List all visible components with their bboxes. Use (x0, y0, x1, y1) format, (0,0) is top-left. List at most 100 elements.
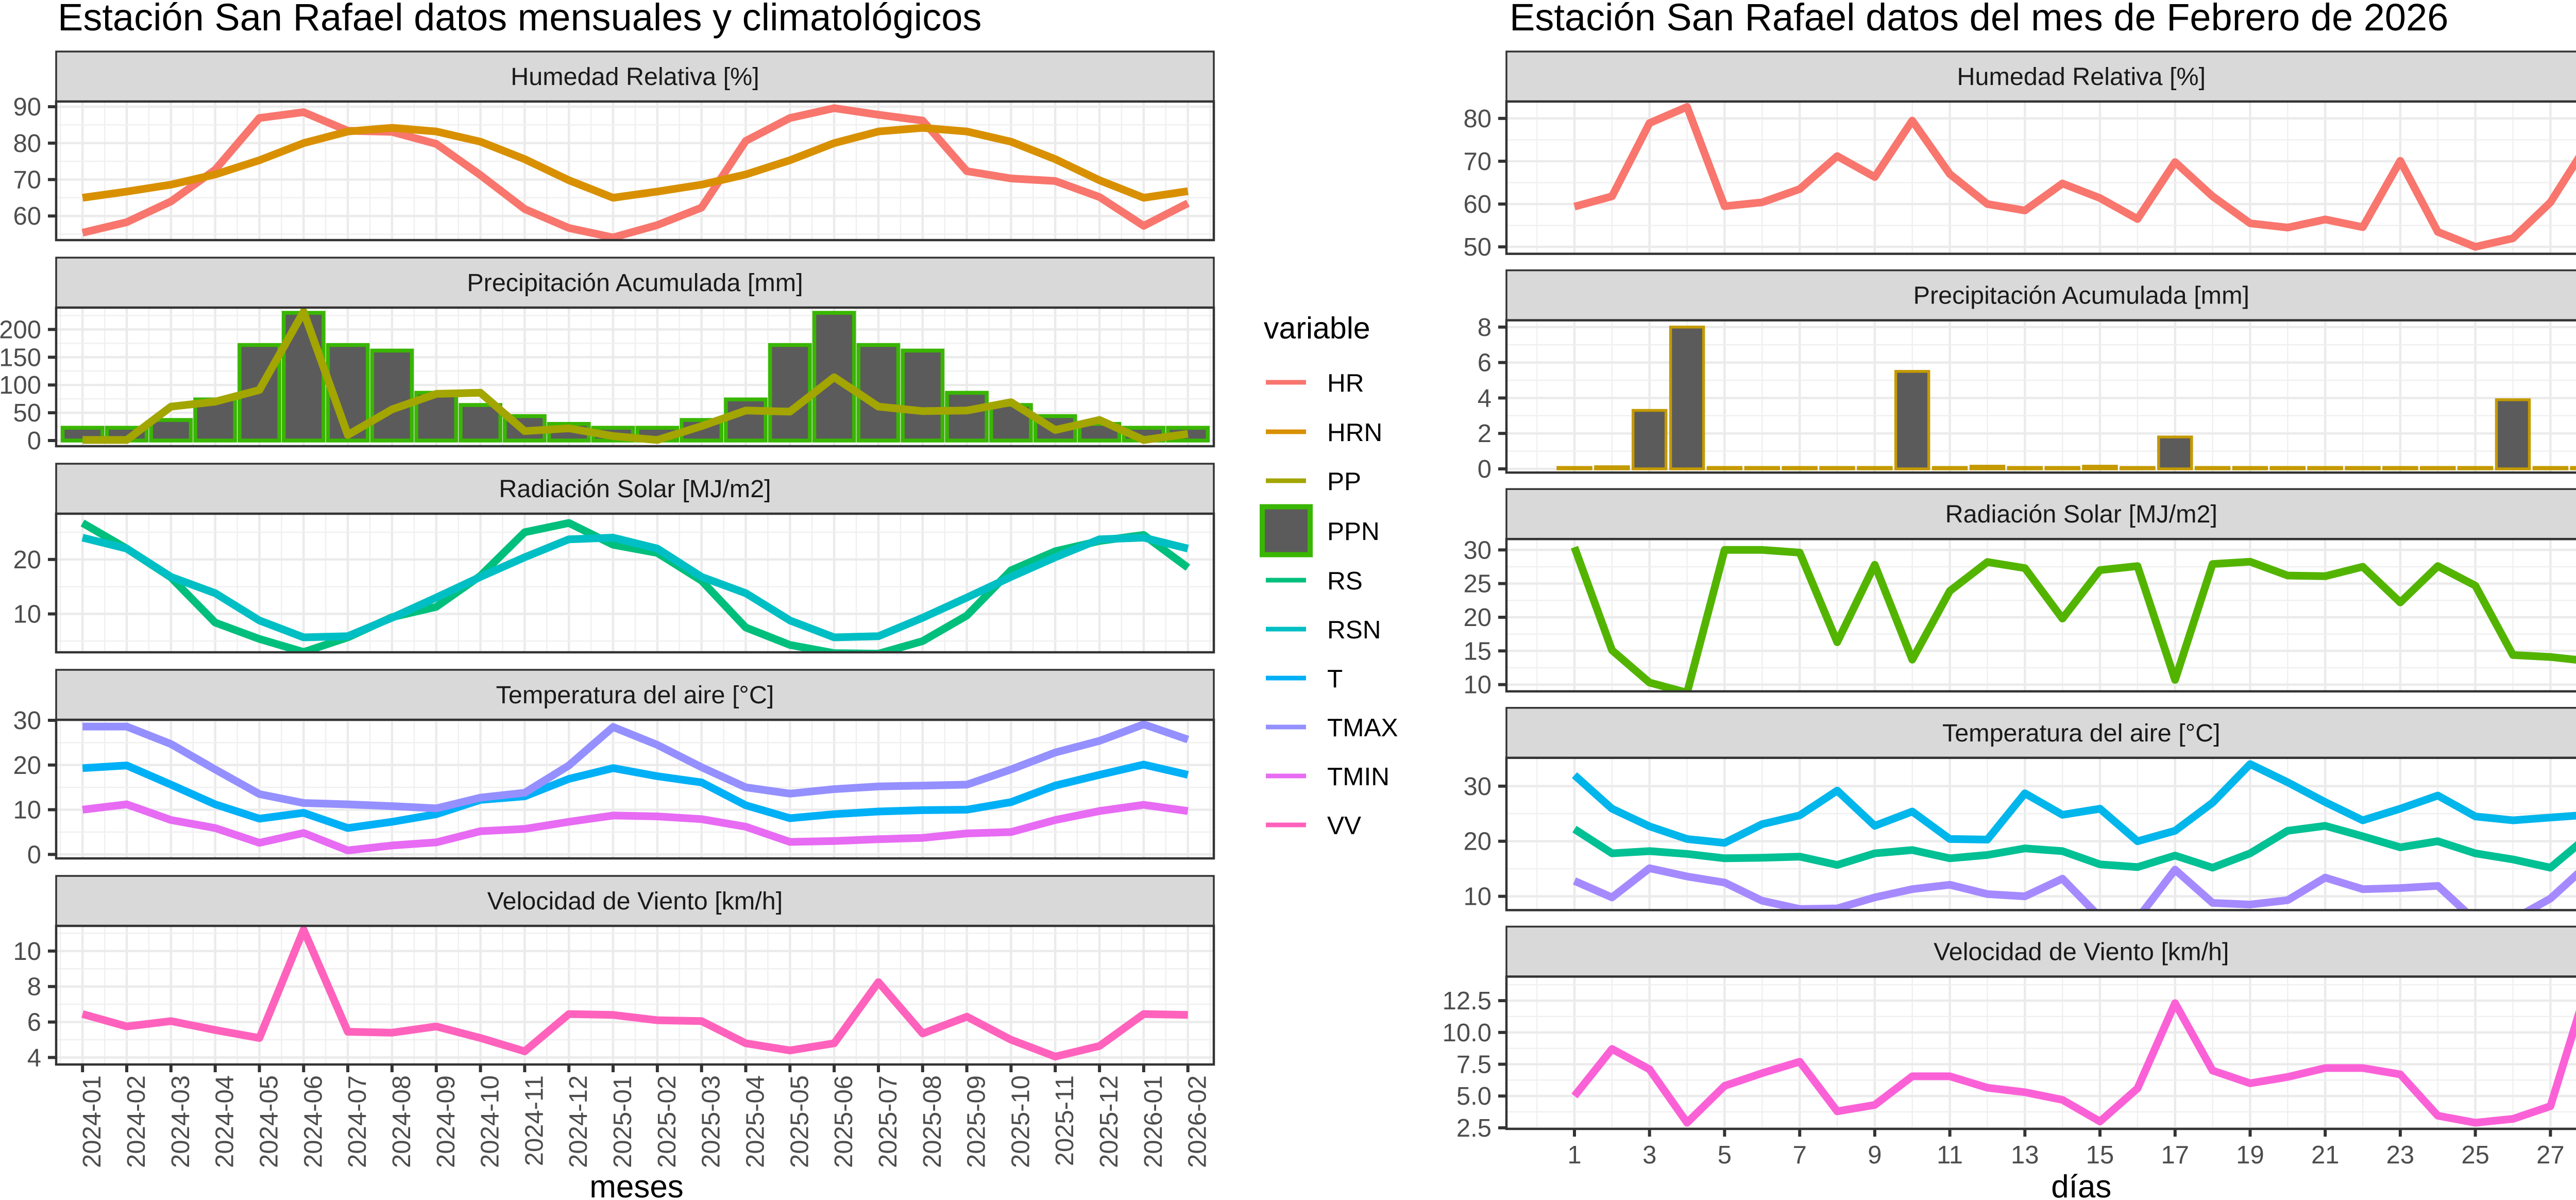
svg-text:2025-04: 2025-04 (742, 1075, 770, 1168)
svg-text:Humedad Relativa [%]: Humedad Relativa [%] (1957, 63, 2206, 91)
svg-text:2024-06: 2024-06 (299, 1075, 327, 1168)
svg-text:RS: RS (1327, 567, 1363, 595)
svg-text:70: 70 (13, 166, 41, 194)
svg-text:0: 0 (27, 427, 41, 455)
svg-text:15: 15 (2086, 1141, 2114, 1169)
svg-text:2024-08: 2024-08 (388, 1075, 416, 1168)
svg-text:días: días (2051, 1169, 2111, 1200)
svg-text:10: 10 (1463, 671, 1492, 699)
svg-text:80: 80 (1463, 105, 1492, 133)
svg-text:2024-07: 2024-07 (344, 1075, 371, 1168)
svg-text:PPN: PPN (1327, 517, 1380, 546)
svg-text:2025-11: 2025-11 (1051, 1075, 1079, 1166)
svg-text:PP: PP (1327, 467, 1361, 496)
svg-text:2025-01: 2025-01 (609, 1075, 637, 1168)
svg-text:2024-12: 2024-12 (565, 1075, 592, 1168)
svg-text:50: 50 (13, 399, 41, 427)
svg-text:8: 8 (1478, 314, 1492, 342)
svg-text:10: 10 (13, 797, 41, 824)
svg-text:2025-09: 2025-09 (963, 1075, 991, 1168)
svg-text:9: 9 (1868, 1141, 1882, 1169)
svg-text:1: 1 (1567, 1141, 1581, 1169)
svg-text:50: 50 (1463, 233, 1492, 261)
svg-text:2024-04: 2024-04 (211, 1075, 239, 1168)
svg-text:2025-08: 2025-08 (919, 1075, 946, 1168)
svg-text:13: 13 (2011, 1141, 2039, 1169)
svg-text:2025-03: 2025-03 (698, 1075, 725, 1168)
svg-text:10: 10 (13, 938, 41, 966)
svg-text:60: 60 (13, 202, 41, 230)
svg-text:2025-05: 2025-05 (786, 1075, 814, 1168)
svg-text:2024-11: 2024-11 (520, 1075, 548, 1166)
svg-text:2024-09: 2024-09 (432, 1075, 460, 1168)
svg-text:2024-02: 2024-02 (123, 1075, 150, 1168)
svg-text:4: 4 (27, 1044, 41, 1072)
svg-text:Humedad Relativa [%]: Humedad Relativa [%] (511, 63, 759, 91)
svg-text:2025-07: 2025-07 (874, 1075, 902, 1168)
svg-text:90: 90 (13, 93, 41, 121)
svg-text:Precipitación Acumulada [mm]: Precipitación Acumulada [mm] (1913, 282, 2249, 310)
svg-text:30: 30 (1463, 536, 1492, 564)
svg-text:Precipitación Acumulada [mm]: Precipitación Acumulada [mm] (467, 269, 803, 297)
svg-text:2.5: 2.5 (1456, 1114, 1492, 1142)
svg-text:20: 20 (1463, 604, 1492, 632)
svg-text:Radiación Solar [MJ/m2]: Radiación Solar [MJ/m2] (1945, 500, 2217, 528)
svg-text:TMIN: TMIN (1327, 763, 1389, 791)
svg-text:HRN: HRN (1327, 418, 1382, 447)
svg-text:RSN: RSN (1327, 616, 1381, 644)
svg-text:2026-01: 2026-01 (1140, 1075, 1167, 1168)
svg-text:11: 11 (1937, 1141, 1963, 1169)
svg-text:21: 21 (2311, 1141, 2340, 1169)
svg-text:150: 150 (0, 344, 41, 371)
svg-text:17: 17 (2161, 1141, 2190, 1169)
svg-text:2025-06: 2025-06 (830, 1075, 858, 1168)
svg-text:7.5: 7.5 (1456, 1051, 1492, 1079)
svg-text:30: 30 (13, 707, 41, 735)
svg-text:100: 100 (0, 371, 41, 399)
svg-text:7: 7 (1793, 1141, 1807, 1169)
svg-text:19: 19 (2236, 1141, 2264, 1169)
svg-text:10: 10 (13, 601, 41, 629)
svg-text:meses: meses (589, 1169, 684, 1200)
svg-text:2025-10: 2025-10 (1007, 1075, 1035, 1168)
svg-text:T: T (1327, 665, 1343, 693)
svg-text:10: 10 (1463, 883, 1492, 911)
svg-text:2024-01: 2024-01 (78, 1075, 106, 1168)
svg-text:0: 0 (27, 841, 41, 869)
svg-text:3: 3 (1642, 1141, 1656, 1169)
svg-text:70: 70 (1463, 148, 1492, 176)
svg-text:VV: VV (1327, 812, 1361, 840)
svg-text:Temperatura del aire [°C]: Temperatura del aire [°C] (1942, 719, 2221, 747)
svg-text:variable: variable (1264, 311, 1370, 345)
svg-text:20: 20 (13, 752, 41, 780)
svg-text:Velocidad de Viento [km/h]: Velocidad de Viento [km/h] (1934, 938, 2229, 966)
svg-text:2: 2 (1478, 420, 1492, 448)
svg-text:TMAX: TMAX (1327, 714, 1398, 742)
svg-text:6: 6 (1478, 349, 1492, 377)
svg-text:15: 15 (1463, 637, 1492, 665)
svg-text:25: 25 (2461, 1141, 2489, 1169)
svg-text:20: 20 (13, 546, 41, 574)
svg-text:2025-02: 2025-02 (653, 1075, 681, 1168)
svg-text:20: 20 (1463, 828, 1492, 856)
svg-text:80: 80 (13, 130, 41, 158)
svg-text:30: 30 (1463, 773, 1492, 801)
svg-text:Temperatura del aire [°C]: Temperatura del aire [°C] (496, 681, 774, 709)
svg-text:Radiación Solar [MJ/m2]: Radiación Solar [MJ/m2] (499, 475, 771, 503)
svg-text:2025-12: 2025-12 (1095, 1075, 1123, 1168)
svg-text:2024-05: 2024-05 (256, 1075, 283, 1168)
svg-text:8: 8 (27, 973, 41, 1001)
svg-text:6: 6 (27, 1009, 41, 1037)
svg-text:25: 25 (1463, 570, 1492, 598)
svg-text:Estación San Rafael datos del: Estación San Rafael datos del mes de Feb… (1510, 0, 2448, 39)
svg-text:2024-10: 2024-10 (477, 1075, 504, 1168)
svg-text:23: 23 (2386, 1141, 2415, 1169)
svg-text:60: 60 (1463, 191, 1492, 218)
svg-text:Velocidad de Viento [km/h]: Velocidad de Viento [km/h] (487, 887, 783, 915)
svg-text:2024-03: 2024-03 (167, 1075, 195, 1168)
svg-text:200: 200 (0, 316, 41, 344)
svg-text:12.5: 12.5 (1443, 987, 1492, 1015)
svg-text:5.0: 5.0 (1456, 1083, 1492, 1110)
svg-text:4: 4 (1478, 384, 1492, 412)
svg-text:Estación San Rafael datos mens: Estación San Rafael datos mensuales y cl… (58, 0, 981, 39)
